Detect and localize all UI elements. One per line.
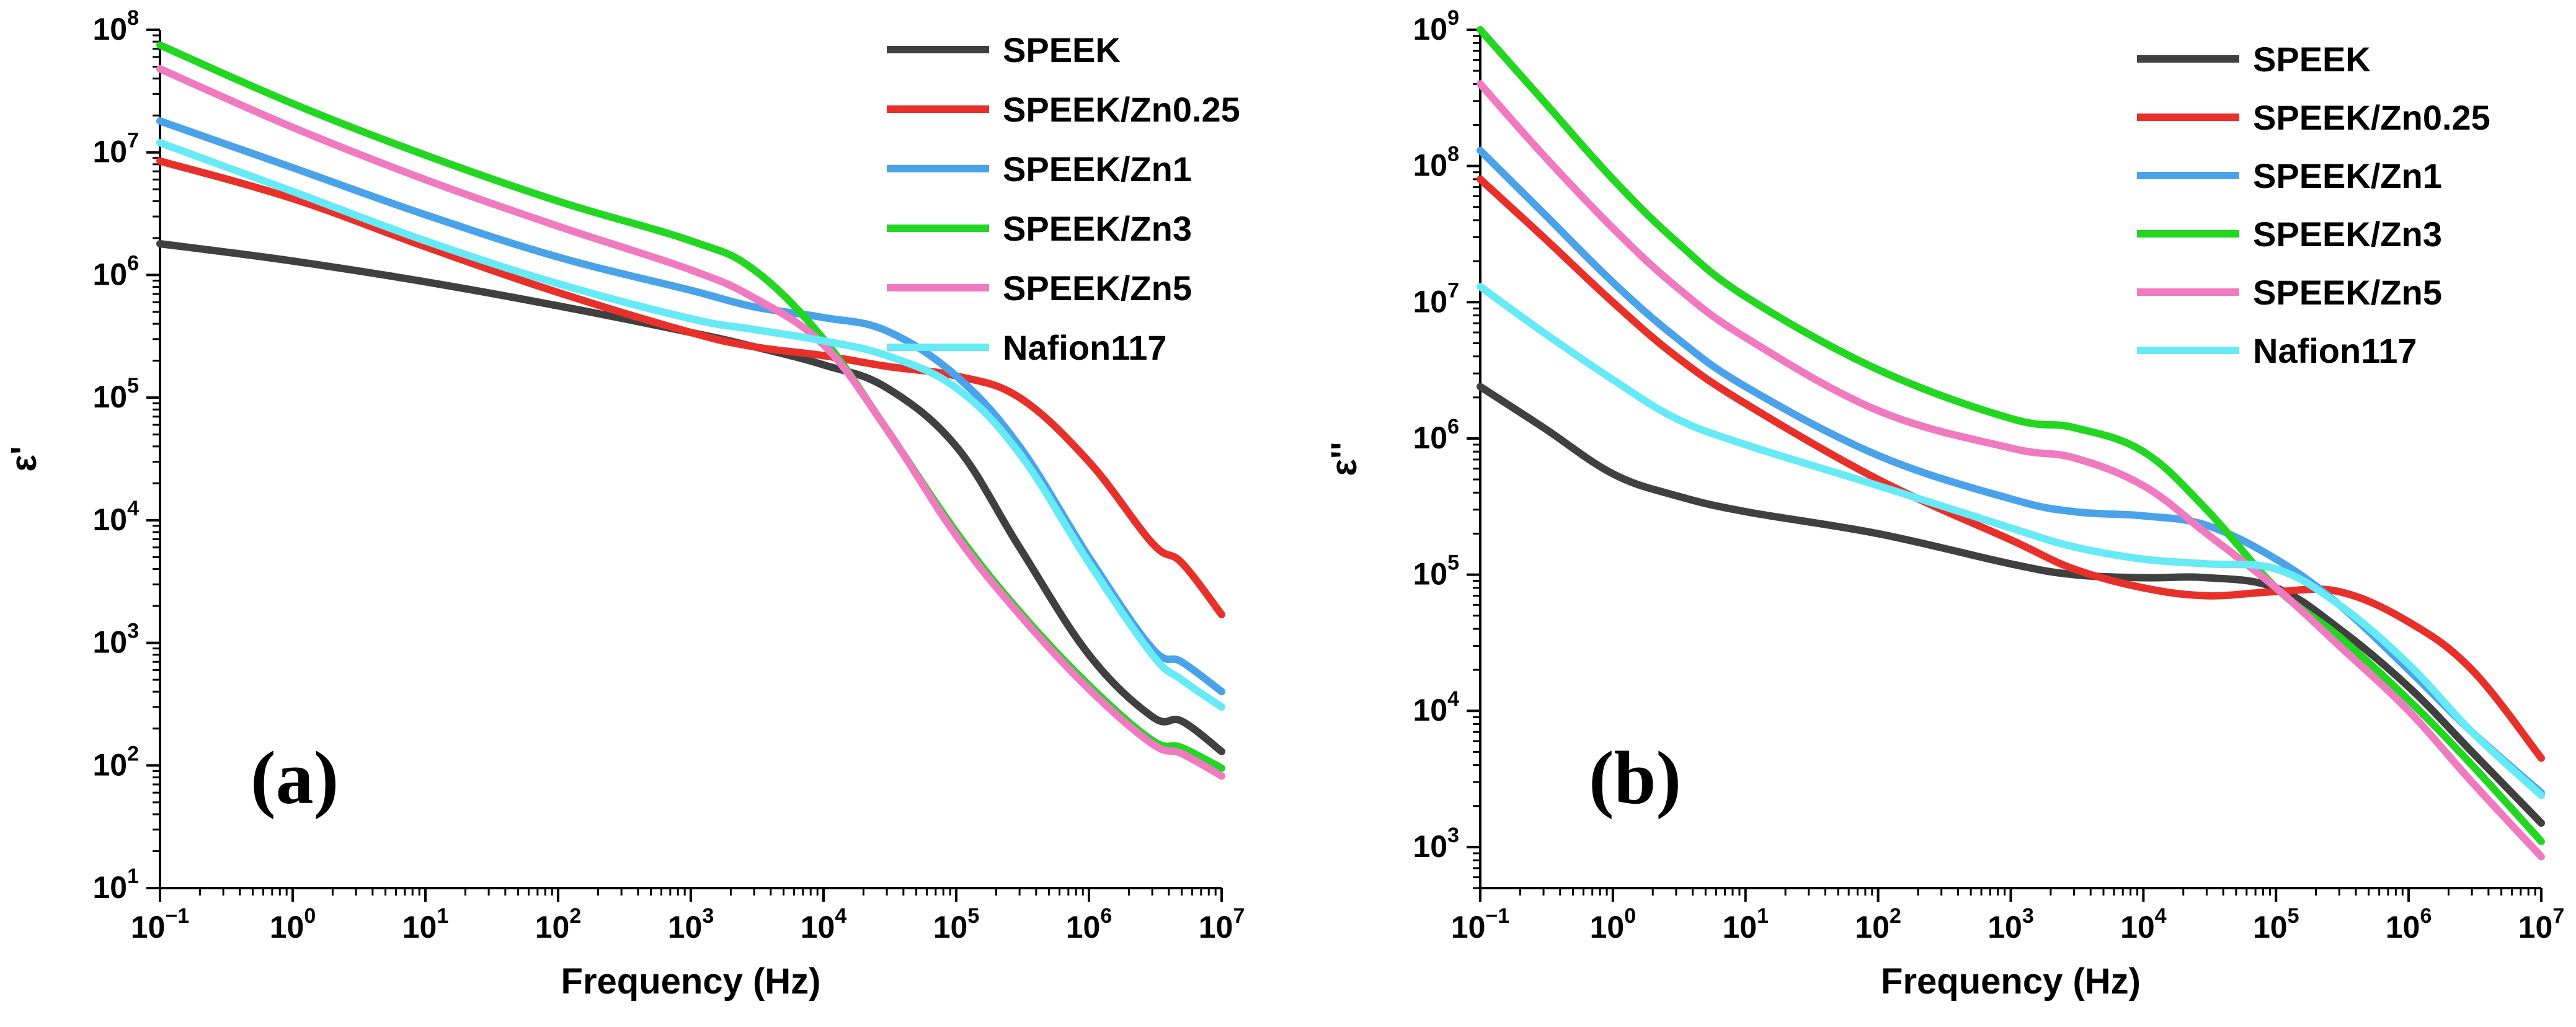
series-line-nafion117 [156,139,1225,711]
chart-panel-0: 10−1 100 101 102 103 104 105 106 107 101 102 103 104… [4,6,1245,1002]
legend: SPEEK SPEEK/Zn0.25 SPEEK/Zn1 SPEEK/Zn3 SPEEK… [2137,40,2490,370]
x-axis-title: Frequency (Hz) [1881,961,2141,1002]
chart-panel-1: 10−1 100 101 102 103 104 105 106 107 103 104 105 106… [1324,6,2564,1002]
y-axis-title: ε' [4,446,44,471]
legend-label: SPEEK/Zn3 [2253,215,2442,254]
legend-label: SPEEK/Zn0.25 [1003,90,1240,129]
series-line-speek-zn0-25 [1477,175,2545,762]
x-tick-label: 105 [933,904,980,945]
legend-label: SPEEK/Zn5 [2253,273,2442,312]
legend-label: SPEEK/Zn1 [2253,156,2442,195]
legend-label: Nafion117 [2253,331,2417,370]
x-tick-label: 101 [1722,904,1769,945]
series-line-speek [1477,383,2545,827]
series-line-speek [156,240,1225,755]
series-line-speek-zn5 [156,65,1225,780]
y-tick-label: 103 [1413,824,1459,864]
x-tick-label: 106 [1066,904,1113,945]
legend-label: SPEEK/Zn0.25 [2253,98,2490,137]
x-tick-label: 103 [1988,904,2034,945]
y-tick-label: 106 [92,251,139,291]
y-tick-label: 101 [92,865,139,905]
x-tick-label: 104 [2120,904,2167,945]
panel-label: (b) [1589,736,1681,820]
x-tick-label: 102 [535,904,582,945]
legend-label: Nafion117 [1003,328,1167,367]
x-tick-label: 10−1 [131,904,189,945]
y-tick-label: 106 [1413,415,1459,455]
x-tick-label: 106 [2386,904,2432,945]
x-tick-label: 10−1 [1451,904,1509,945]
y-tick-label: 105 [92,374,139,414]
legend-label: SPEEK [2253,40,2371,79]
x-tick-label: 101 [402,904,449,945]
legend-label: SPEEK/Zn3 [1003,209,1192,248]
x-tick-label: 102 [1855,904,1901,945]
x-tick-label: 107 [1199,904,1245,945]
x-tick-label: 107 [2518,904,2565,945]
y-tick-label: 102 [92,742,139,782]
x-axis-title: Frequency (Hz) [561,961,821,1002]
y-tick-label: 103 [92,620,139,660]
y-tick-label: 107 [1413,278,1459,319]
y-tick-label: 108 [92,6,139,47]
y-tick-label: 104 [92,497,139,537]
series-line-nafion117 [1477,283,2545,799]
panel-label: (a) [251,736,339,820]
legend-label: SPEEK [1003,30,1121,69]
x-tick-label: 103 [668,904,714,945]
y-tick-label: 104 [1413,687,1459,727]
legend-label: SPEEK/Zn5 [1003,269,1192,308]
legend: SPEEK SPEEK/Zn0.25 SPEEK/Zn1 SPEEK/Zn3 SPEEK… [887,30,1240,367]
x-tick-label: 100 [1590,904,1637,945]
y-tick-label: 107 [92,129,139,169]
y-tick-label: 105 [1413,551,1459,592]
x-tick-label: 105 [2253,904,2299,945]
x-tick-label: 104 [801,904,847,945]
series-line-speek-zn0-25 [156,157,1225,618]
series-line-speek-zn3 [1477,26,2545,845]
x-tick-label: 100 [270,904,316,945]
legend-label: SPEEK/Zn1 [1003,149,1192,189]
series-line-speek-zn5 [1477,80,2545,861]
y-tick-label: 108 [1413,143,1459,183]
y-tick-label: 109 [1413,6,1459,47]
y-axis-title: ε'' [1324,442,1364,476]
